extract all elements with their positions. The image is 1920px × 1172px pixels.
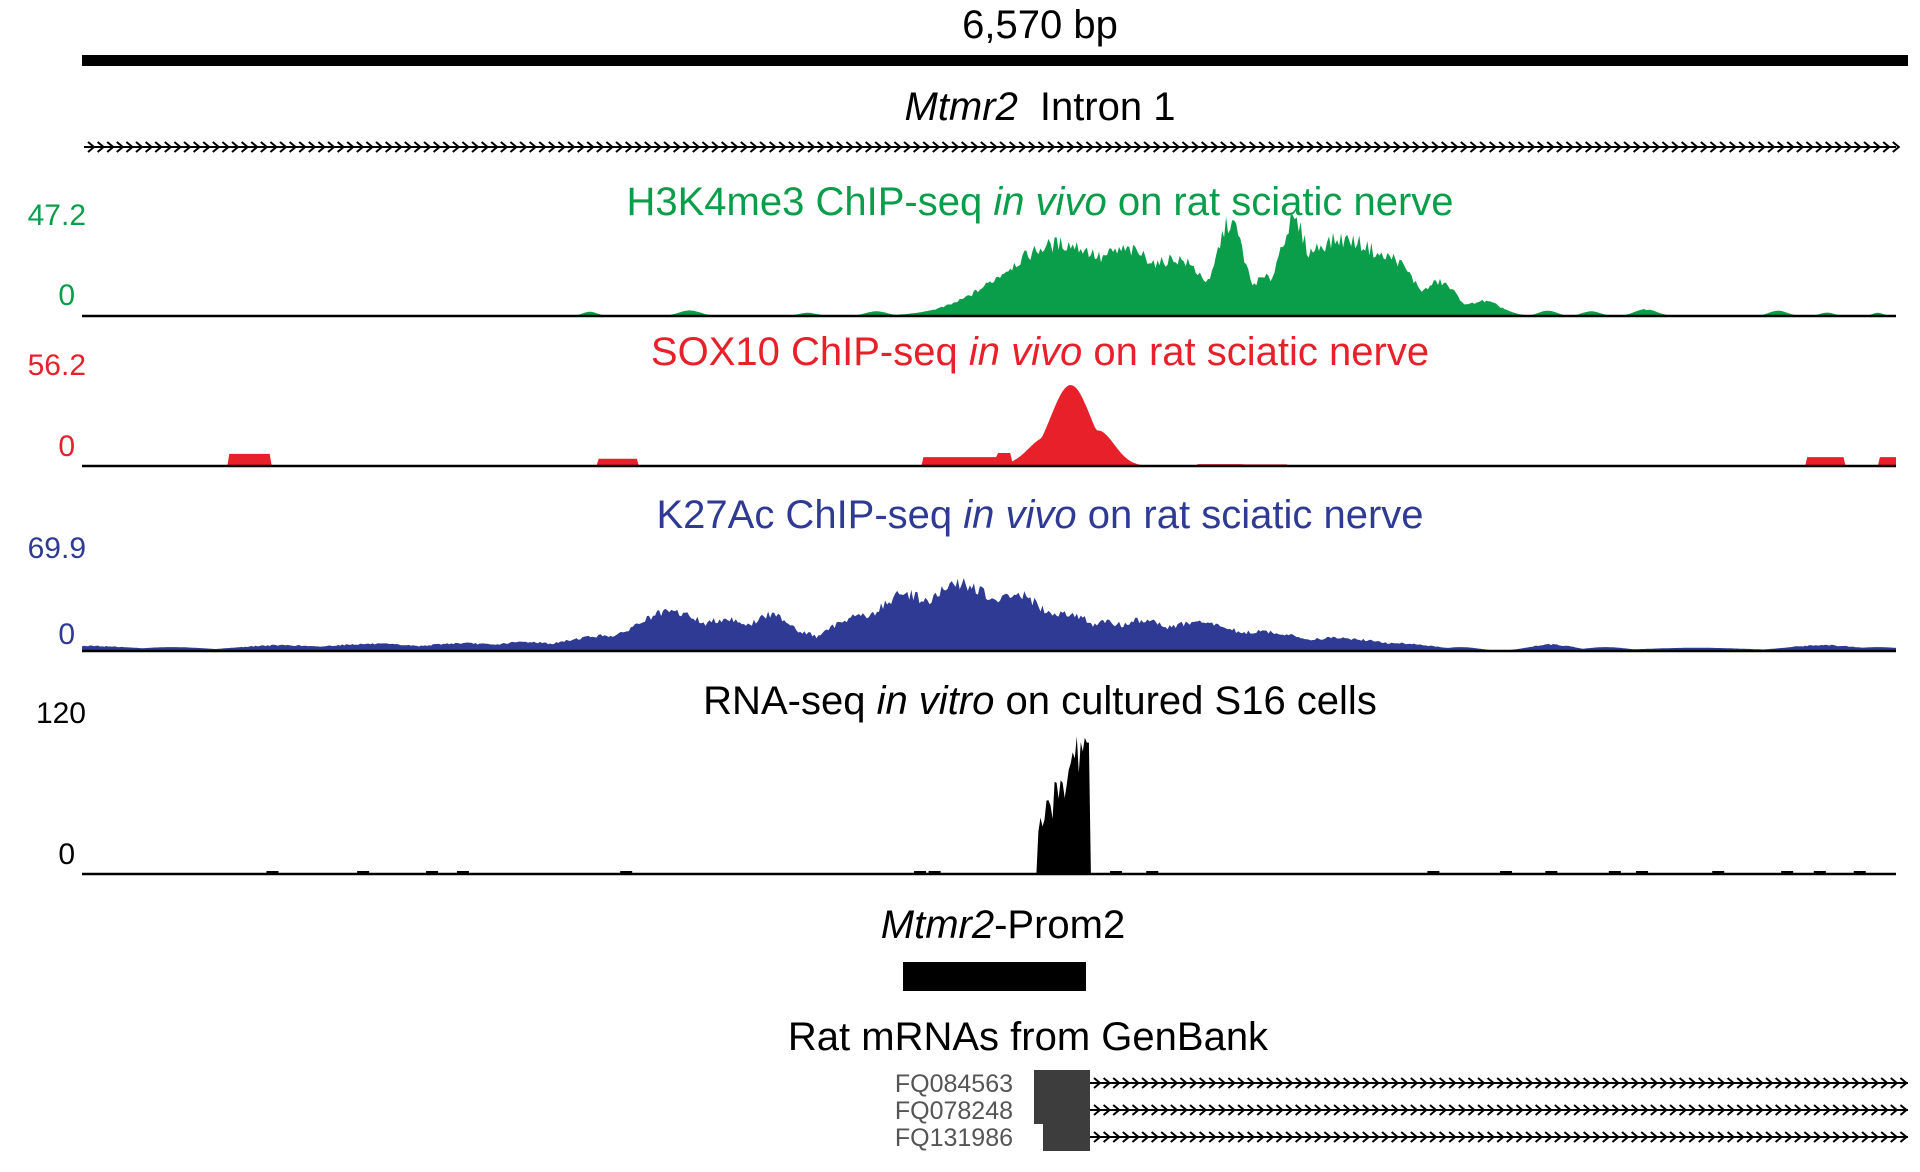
signal-tick bbox=[1608, 871, 1621, 874]
track-rnaseq: RNA-seq in vitro on cultured S16 cells 12… bbox=[36, 679, 1896, 876]
y-min-label: 0 bbox=[58, 618, 75, 651]
mrna-row: FQ131986 bbox=[895, 1124, 1908, 1152]
intron-line bbox=[84, 141, 1901, 153]
signal-tick bbox=[928, 871, 941, 874]
track-title-suffix: on rat sciatic nerve bbox=[1107, 180, 1454, 224]
track-title-suffix: on rat sciatic nerve bbox=[1077, 493, 1424, 537]
promoter-bar bbox=[903, 962, 1086, 991]
mrna-intron-line-chevrons bbox=[1093, 1131, 1908, 1143]
signal-tracks: H3K4me3 ChIP-seq in vivo on rat sciatic … bbox=[28, 180, 1896, 876]
track-title-main: K27Ac ChIP-seq bbox=[656, 493, 963, 537]
y-min-label: 0 bbox=[58, 279, 75, 312]
mrna-accession: FQ131986 bbox=[895, 1124, 1013, 1152]
signal-tick bbox=[266, 871, 279, 874]
mrna-intron-line bbox=[1090, 1131, 1908, 1143]
mrna-exon bbox=[1043, 1124, 1090, 1151]
track-title-suffix: on cultured S16 cells bbox=[994, 679, 1376, 723]
signal-area bbox=[82, 214, 1896, 316]
signal-tick bbox=[1146, 871, 1159, 874]
intron-arrow-line bbox=[84, 141, 1901, 153]
promoter-gene: Mtmr2 bbox=[881, 903, 994, 947]
y-max-label: 47.2 bbox=[28, 199, 86, 232]
mrna-row: FQ084563 bbox=[895, 1070, 1908, 1098]
scale-bar bbox=[82, 55, 1908, 66]
mrna-accession: FQ078248 bbox=[895, 1097, 1013, 1125]
signal-area bbox=[82, 736, 1896, 874]
track-title: RNA-seq in vitro on cultured S16 cells bbox=[703, 679, 1377, 723]
mrna-exon bbox=[1034, 1097, 1090, 1124]
track-sox10: SOX10 ChIP-seq in vivo on rat sciatic ne… bbox=[28, 330, 1896, 468]
scale-label: 6,570 bp bbox=[962, 3, 1118, 47]
track-title-italic: in vitro bbox=[877, 679, 995, 723]
intron-label: Intron 1 bbox=[1040, 85, 1176, 129]
signal-tick bbox=[426, 871, 439, 874]
track-title-italic: in vivo bbox=[969, 330, 1082, 374]
promoter-label: -Prom2 bbox=[994, 903, 1125, 947]
y-min-label: 0 bbox=[58, 430, 75, 463]
signal-tick bbox=[914, 871, 927, 874]
mrna-intron-line-chevrons bbox=[1093, 1077, 1908, 1089]
signal-tick bbox=[357, 871, 370, 874]
signal-tick bbox=[1853, 871, 1866, 874]
mrna-accession: FQ084563 bbox=[895, 1070, 1013, 1098]
track-k27ac: K27Ac ChIP-seq in vivo on rat sciatic ne… bbox=[28, 493, 1896, 653]
track-title-suffix: on rat sciatic nerve bbox=[1082, 330, 1429, 374]
mrna-intron-line-chevrons bbox=[1093, 1104, 1908, 1116]
track-h3k4me3: H3K4me3 ChIP-seq in vivo on rat sciatic … bbox=[28, 180, 1896, 318]
mrna-title: Rat mRNAs from GenBank bbox=[788, 1015, 1269, 1059]
signal-tick bbox=[1813, 871, 1826, 874]
y-max-label: 56.2 bbox=[28, 349, 86, 382]
signal-tick bbox=[1499, 871, 1512, 874]
signal-tick bbox=[1712, 871, 1725, 874]
signal-area bbox=[82, 578, 1896, 651]
mrna-intron-line bbox=[1090, 1077, 1908, 1089]
signal-tick bbox=[456, 871, 469, 874]
gene-track-title: Mtmr2 Intron 1 bbox=[905, 85, 1176, 129]
track-title-main: RNA-seq bbox=[703, 679, 876, 723]
mrna-exon bbox=[1034, 1070, 1090, 1097]
y-min-label: 0 bbox=[58, 838, 75, 871]
gene-name: Mtmr2 bbox=[905, 85, 1018, 129]
track-title-italic: in vivo bbox=[993, 180, 1106, 224]
track-title: H3K4me3 ChIP-seq in vivo on rat sciatic … bbox=[626, 180, 1453, 224]
signal-tick bbox=[1781, 871, 1794, 874]
intron-arrow-line-chevrons bbox=[87, 141, 1901, 153]
track-title: K27Ac ChIP-seq in vivo on rat sciatic ne… bbox=[656, 493, 1423, 537]
track-title-main: SOX10 ChIP-seq bbox=[651, 330, 969, 374]
signal-tick bbox=[620, 871, 633, 874]
signal-area bbox=[82, 385, 1896, 466]
signal-tick bbox=[1545, 871, 1558, 874]
track-title: SOX10 ChIP-seq in vivo on rat sciatic ne… bbox=[651, 330, 1429, 374]
y-max-label: 69.9 bbox=[28, 532, 86, 565]
y-max-label: 120 bbox=[36, 697, 86, 730]
signal-tick bbox=[1109, 871, 1122, 874]
track-title-italic: in vivo bbox=[963, 493, 1076, 537]
promoter-title: Mtmr2-Prom2 bbox=[881, 903, 1125, 947]
track-title-main: H3K4me3 ChIP-seq bbox=[626, 180, 993, 224]
mrna-row: FQ078248 bbox=[895, 1097, 1908, 1125]
signal-tick bbox=[1427, 871, 1440, 874]
signal-tick bbox=[1636, 871, 1649, 874]
mrna-intron-line bbox=[1090, 1104, 1908, 1116]
